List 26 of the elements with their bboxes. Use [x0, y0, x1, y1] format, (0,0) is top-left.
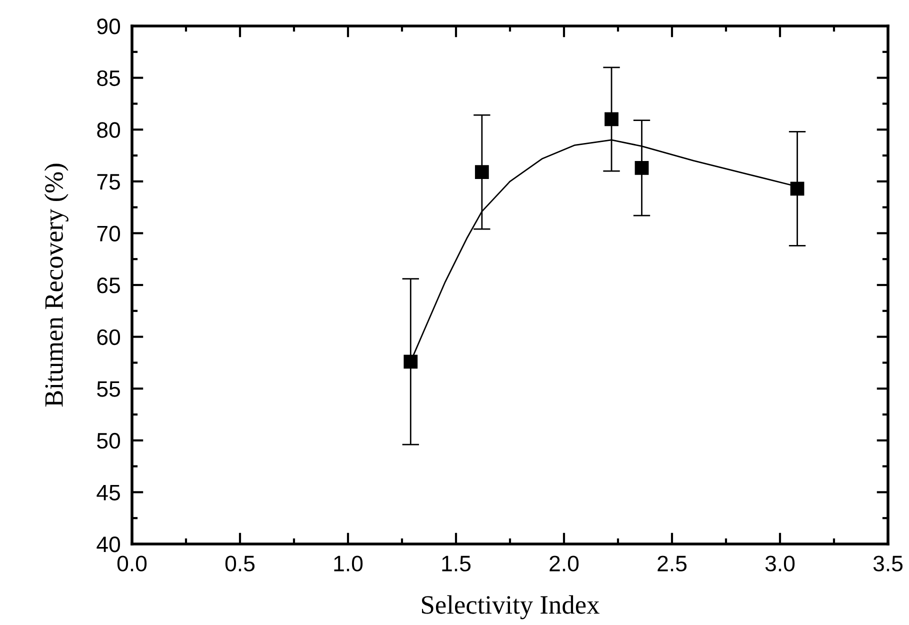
- y-tick-label: 65: [97, 278, 120, 294]
- y-tick-label: 55: [97, 381, 120, 397]
- x-tick-label: 2.0: [550, 556, 579, 572]
- y-tick-label: 50: [97, 432, 120, 449]
- point: [634, 160, 649, 175]
- point: [404, 354, 418, 369]
- y-tick-label: 75: [97, 174, 120, 190]
- y-axis-title: Bitumen Recovery (%): [44, 164, 68, 407]
- x-tick-label: 0.0: [117, 556, 147, 572]
- point: [790, 182, 804, 196]
- x-tick-label: 1.0: [334, 556, 363, 572]
- y-tick-label: 40: [96, 536, 120, 552]
- y-tick-label: 60: [97, 329, 120, 346]
- y-tick-label: 85: [97, 70, 120, 86]
- y-tick-label: 80: [97, 122, 120, 138]
- y-tick-label: 90: [97, 18, 120, 34]
- y-tick-label: 45: [96, 484, 120, 500]
- point: [604, 112, 618, 126]
- y-tick-label: 70: [97, 226, 120, 242]
- x-axis-title: Selectivity Index: [422, 595, 600, 620]
- x-tick-label: 3.0: [765, 556, 795, 572]
- x-tick-label: 2.5: [658, 556, 687, 572]
- x-tick-label: 0.5: [225, 556, 255, 572]
- x-tick-label: 3.5: [873, 556, 903, 572]
- point: [474, 165, 489, 180]
- x-tick-label: 1.5: [442, 556, 471, 572]
